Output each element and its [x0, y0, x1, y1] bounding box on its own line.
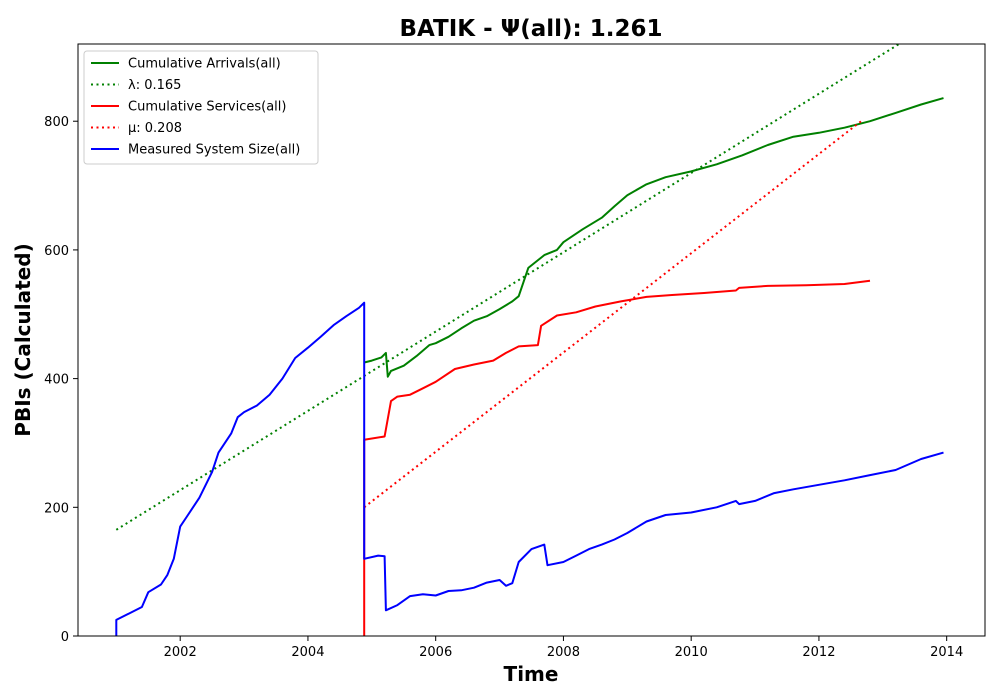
legend: Cumulative Arrivals(all) λ: 0.165 Cumulati…	[83, 50, 319, 165]
y-tick-label: 400	[44, 373, 69, 388]
series-layer	[115, 44, 944, 636]
series-line-4	[363, 118, 865, 509]
legend-label: Cumulative Arrivals(all)	[128, 57, 281, 72]
legend-box	[83, 50, 319, 165]
x-tick-label: 2010	[675, 645, 708, 660]
x-tick-label: 2006	[419, 645, 452, 660]
series-line-5	[115, 301, 944, 636]
x-axis-ticks: 2002 2004 2006 2008 2010 2012 2014	[164, 636, 963, 660]
y-tick-label: 0	[61, 630, 69, 645]
plot-area	[77, 43, 986, 637]
legend-label: Measured System Size(all)	[128, 143, 300, 158]
x-tick-label: 2014	[930, 645, 963, 660]
x-tick-label: 2002	[164, 645, 197, 660]
plot-frame	[77, 43, 986, 637]
y-tick-label: 200	[44, 501, 69, 516]
x-axis-label: Time	[504, 662, 559, 686]
legend-label: Cumulative Services(all)	[128, 100, 286, 115]
series-line-1	[363, 97, 944, 378]
y-axis-ticks: 0 200 400 600 800	[44, 115, 78, 645]
legend-label: μ: 0.208	[128, 121, 182, 136]
x-tick-label: 2008	[547, 645, 580, 660]
x-tick-label: 2012	[802, 645, 835, 660]
y-tick-label: 600	[44, 244, 69, 259]
series-line-3	[363, 279, 871, 636]
y-axis-label: PBIs (Calculated)	[11, 243, 35, 436]
x-tick-label: 2004	[291, 645, 324, 660]
y-tick-label: 800	[44, 115, 69, 130]
chart-title: BATIK - Ψ(all): 1.261	[400, 16, 663, 42]
legend-label: λ: 0.165	[128, 78, 181, 93]
